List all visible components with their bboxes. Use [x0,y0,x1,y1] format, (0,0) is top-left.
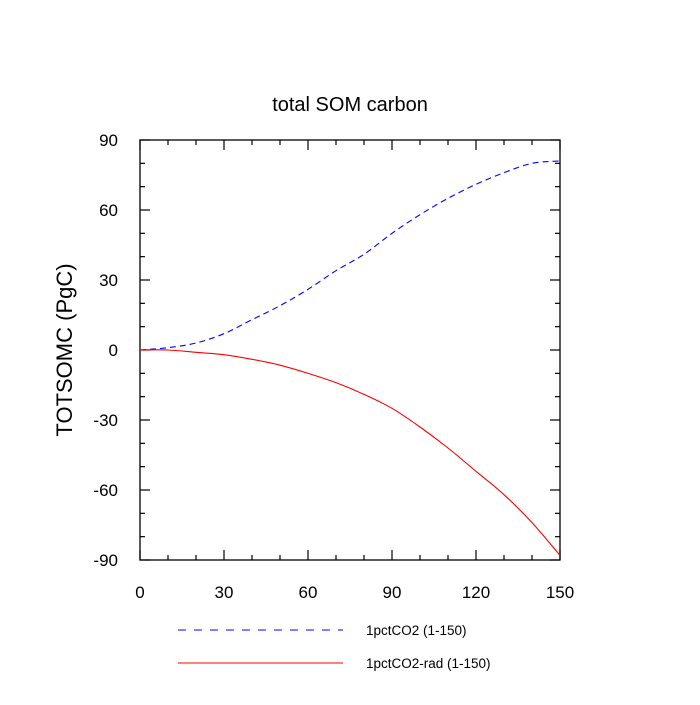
x-tick-label: 90 [383,583,402,602]
x-tick-label: 30 [215,583,234,602]
legend: 1pctCO2 (1-150) 1pctCO2-rad (1-150) [178,623,491,671]
axis-ticks: 0 30 60 90 120 150 -90 -60 -30 0 30 60 90 [93,131,574,602]
y-tick-label: 60 [99,201,118,220]
y-tick-label: 90 [99,131,118,150]
series-lines [139,160,561,556]
x-tick-label: 120 [462,583,490,602]
legend-label-1: 1pctCO2 (1-150) [366,623,467,638]
legend-label-2: 1pctCO2-rad (1-150) [366,656,491,671]
y-tick-label: -60 [93,481,118,500]
series-line-1 [139,160,561,351]
x-tick-label: 150 [546,583,574,602]
y-tick-label: 0 [109,341,118,360]
y-tick-label: -90 [93,551,118,570]
x-tick-label: 0 [135,583,144,602]
y-tick-label: -30 [93,411,118,430]
series-line-2 [139,349,561,556]
y-axis-label: TOTSOMC (PgC) [52,263,77,436]
chart-title: total SOM carbon [272,94,428,116]
x-tick-label: 60 [299,583,318,602]
plot-frame [139,139,561,561]
y-tick-label: 30 [99,271,118,290]
